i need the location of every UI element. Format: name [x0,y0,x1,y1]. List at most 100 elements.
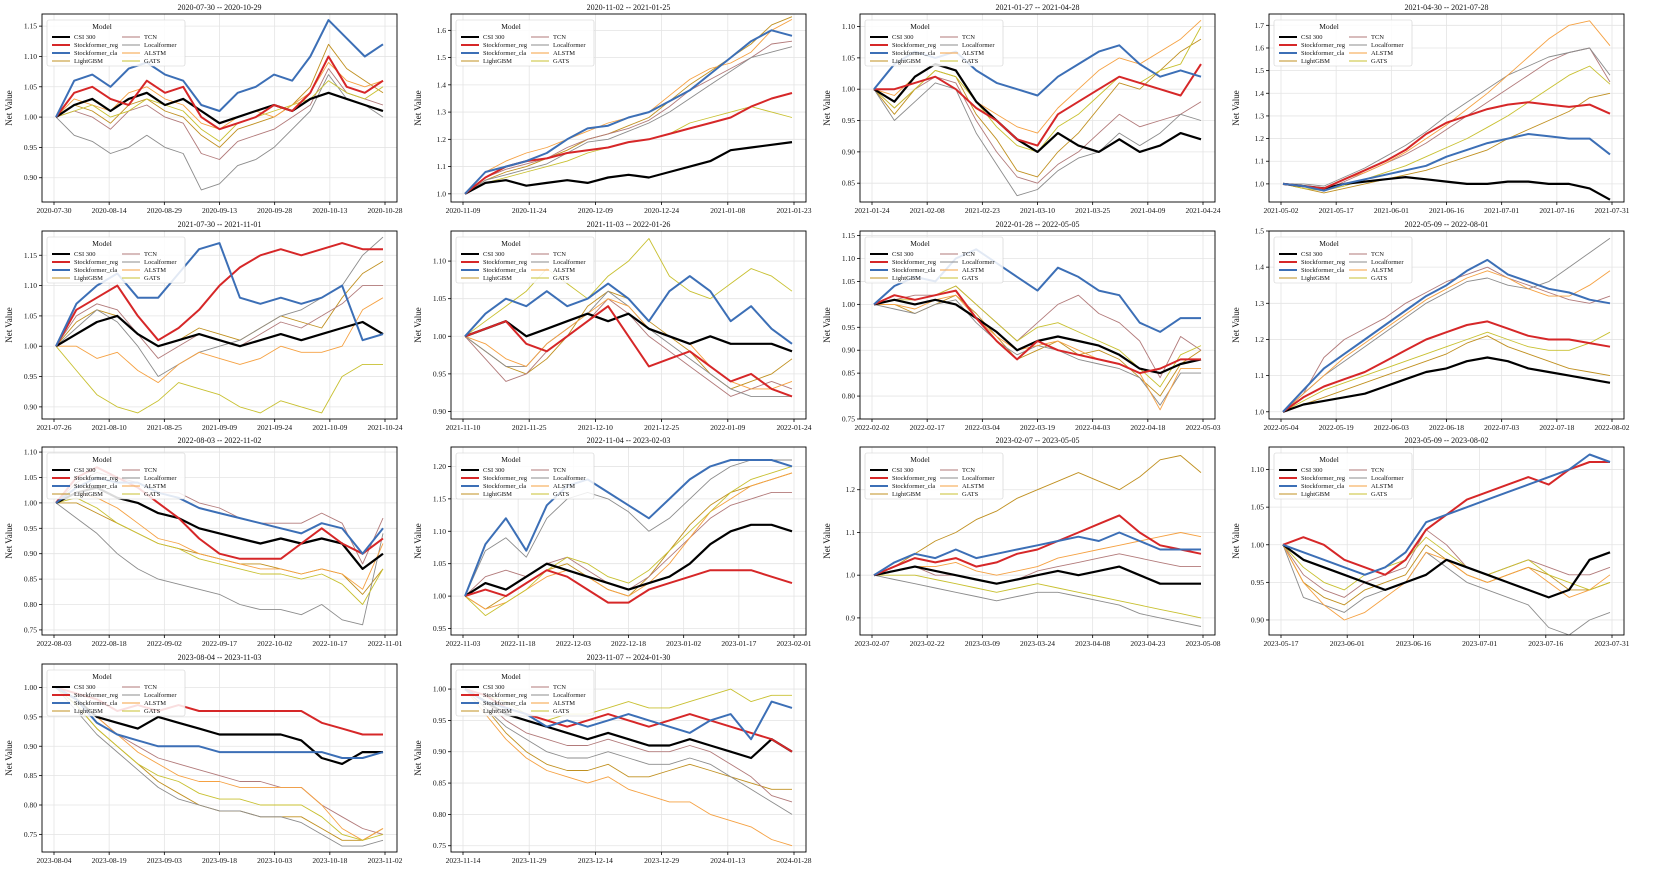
legend-label: Stockformer_reg [892,259,937,266]
y-tick-label: 0.75 [433,841,446,850]
legend-title: Model [92,672,112,681]
panel-title: 2023-02-07 -- 2023-05-05 [996,436,1080,445]
x-tick-label: 2021-12-10 [578,423,613,432]
legend-label: Stockformer_cla [74,700,117,707]
legend-title: Model [1319,239,1339,248]
y-tick-label: 1.1 [1255,157,1265,166]
legend: Model CSI 300Stockformer_regStockformer_c… [1273,19,1413,67]
plot-frame [1268,230,1625,420]
legend: Model CSI 300Stockformer_regStockformer_c… [1273,452,1413,500]
y-tick-label: 1.05 [24,473,37,482]
y-tick-label: 1.0 [1255,179,1265,188]
x-tick-label: 2021-04-09 [1130,206,1165,215]
legend-title: Model [501,22,521,31]
y-axis-label: Net Value [4,90,14,126]
y-tick-label: 1.5 [437,53,447,62]
y-tick-label: 1.05 [24,82,37,91]
y-tick-label: 1.00 [24,113,37,122]
y-axis-label: Net Value [413,307,423,343]
x-tick-label: 2022-12-18 [611,639,646,648]
x-tick-label: 2021-03-25 [1075,206,1110,215]
legend-label: Localformer [962,475,995,482]
y-tick-label: 0.95 [842,323,855,332]
y-tick-label: 1.10 [24,281,37,290]
series-line-tcn [464,688,793,803]
y-tick-label: 1.05 [24,311,37,320]
x-tick-label: 2023-11-14 [446,856,481,865]
y-axis-label: Net Value [413,740,423,776]
legend: Model CSI 300Stockformer_regStockformer_c… [46,236,186,284]
legend-box [455,452,595,500]
legend-label: Stockformer_cla [74,483,117,490]
x-tick-label: 2021-02-23 [965,206,1000,215]
x-tick-label: 2022-09-17 [202,639,237,648]
legend: Model CSI 300Stockformer_regStockformer_c… [864,236,1004,284]
y-tick-label: 1.6 [437,26,447,35]
legend-label: Stockformer_reg [483,475,528,482]
legend-label: Stockformer_cla [1301,483,1344,490]
legend-label: CSI 300 [74,684,96,691]
legend-label: LightGBM [483,58,512,65]
legend-label: LightGBM [892,491,921,498]
legend-label: LightGBM [483,275,512,282]
legend: Model CSI 300Stockformer_regStockformer_c… [864,19,1004,67]
y-axis-label: Net Value [4,740,14,776]
x-tick-label: 2022-09-02 [147,639,182,648]
y-tick-label: 1.5 [1255,227,1265,236]
x-tick-label: 2023-10-03 [257,856,292,865]
legend-label: Localformer [1371,475,1404,482]
plot-frame [859,13,1216,203]
x-tick-label: 2023-07-01 [1462,639,1497,648]
series-line-tcn [873,285,1202,379]
legend-label: TCN [144,251,157,258]
legend-label: TCN [553,34,566,41]
y-tick-label: 0.75 [24,830,37,839]
x-tick-label: 2020-12-24 [644,206,679,215]
legend-label: TCN [144,467,157,474]
legend-label: ALSTM [962,483,984,490]
panel-title: 2022-05-09 -- 2022-08-01 [1405,220,1489,229]
series-line-stockformer-cla [464,275,793,345]
legend-label: GATS [144,708,161,715]
y-tick-label: 1.05 [433,294,446,303]
chart-panel-11: 2023-02-07 -- 2023-05-05 0.9 1.0 1.1 1.2 2023… [822,436,1221,648]
y-tick-label: 1.6 [1255,43,1265,52]
legend-label: Stockformer_reg [483,692,528,699]
x-tick-label: 2023-07-31 [1595,639,1630,648]
panel-title: 2020-11-02 -- 2021-01-25 [587,3,671,12]
y-tick-label: 1.15 [24,22,37,31]
series-line-csi-300 [873,565,1201,585]
y-tick-label: 1.2 [846,485,856,494]
legend-label: ALSTM [553,267,575,274]
x-tick-label: 2022-10-17 [312,639,347,648]
panel-title: 2023-05-09 -- 2023-08-02 [1405,436,1489,445]
plot-frame [41,446,398,636]
series-line-lightgbm [873,455,1202,576]
series-line-lightgbm [1282,92,1611,194]
y-tick-label: 1.1 [846,528,856,537]
chart-panel-2: 2020-11-02 -- 2021-01-25 1.0 1.1 1.2 1.3 1.4 1… [413,3,812,215]
panel-title: 2023-08-04 -- 2023-11-03 [178,653,262,662]
series-line-gats [464,238,793,337]
legend-label: GATS [144,491,161,498]
x-tick-label: 2020-08-14 [92,206,127,215]
legend-label: Stockformer_cla [483,700,526,707]
x-tick-label: 2022-06-18 [1429,423,1464,432]
legend: Model CSI 300Stockformer_regStockformer_c… [455,669,595,717]
x-tick-label: 2021-06-01 [1374,206,1409,215]
panel-title: 2020-07-30 -- 2020-10-29 [178,3,262,12]
x-tick-label: 2022-01-09 [710,423,745,432]
x-tick-label: 2022-05-19 [1319,423,1354,432]
legend-label: Localformer [144,475,177,482]
plot-frame [450,446,807,636]
series-line-localformer [873,82,1202,197]
x-tick-label: 2021-01-08 [710,206,745,215]
legend-label: LightGBM [892,275,921,282]
chart-panel-13: 2023-08-04 -- 2023-11-03 0.75 0.80 0.85 0.90… [4,653,403,865]
y-tick-label: 0.80 [24,801,37,810]
legend-label: Stockformer_cla [483,50,526,57]
plot-frame [41,230,398,420]
series-line-alstm [1282,270,1611,413]
y-tick-label: 0.85 [842,369,855,378]
